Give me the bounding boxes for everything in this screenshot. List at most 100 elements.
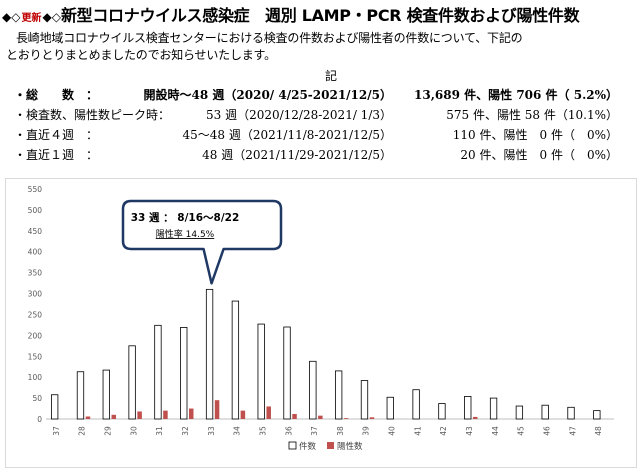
positive-bar bbox=[163, 410, 168, 419]
callout-bubble bbox=[121, 199, 283, 285]
summary-period: 53 週（2020/12/28-2021/ 1/3） bbox=[205, 108, 392, 122]
tests-bar bbox=[515, 405, 524, 420]
notice-mark: 記 bbox=[325, 69, 338, 83]
positive-bar bbox=[137, 411, 142, 419]
positive-bar bbox=[266, 406, 271, 419]
tests-bar bbox=[386, 396, 394, 420]
y-tick-label: 450 bbox=[28, 227, 43, 236]
legend-swatch-positive bbox=[327, 442, 334, 449]
x-tick-label: 47 bbox=[568, 426, 577, 436]
summary-label: ・総 数 ： bbox=[14, 88, 99, 102]
y-tick-label: 150 bbox=[28, 352, 43, 361]
tests-bar bbox=[128, 345, 136, 420]
x-tick-label: 32 bbox=[181, 426, 190, 436]
diamond-marker: ◆◇ bbox=[42, 10, 61, 24]
tests-bar bbox=[567, 406, 575, 420]
tests-bar bbox=[257, 323, 265, 420]
summary-counts: 110 件、陽性 0 件（ 0%） bbox=[452, 128, 618, 142]
summary-counts: 20 件、陽性 0 件（ 0%） bbox=[460, 148, 618, 162]
x-tick-label: 30 bbox=[129, 426, 138, 436]
callout-week-label: 33 週 ： 8/16～8/22 bbox=[131, 212, 240, 224]
summary-period: 48 週（2021/11/29-2021/12/5） bbox=[202, 148, 392, 162]
positive-bar bbox=[111, 414, 117, 419]
x-tick-label: 43 bbox=[465, 426, 474, 436]
y-tick-label: 100 bbox=[28, 373, 43, 382]
y-tick-label: 400 bbox=[28, 248, 43, 257]
tests-bar bbox=[309, 360, 317, 420]
summary-row-4weeks: ・直近４週 ： 45～48 週（2021/11/8-2021/12/5） 110… bbox=[0, 126, 644, 144]
intro-line: とおりとりまとめましたのでお知らせいたします。 bbox=[6, 48, 276, 62]
positive-bar bbox=[343, 418, 349, 419]
tests-bar bbox=[335, 370, 343, 420]
x-tick-label: 38 bbox=[336, 426, 345, 436]
summary-label: ・検査数、陽性数ピーク時： bbox=[14, 108, 171, 122]
summary-row-peak: ・検査数、陽性数ピーク時： 53 週（2020/12/28-2021/ 1/3）… bbox=[0, 106, 644, 124]
positive-bar bbox=[318, 415, 323, 419]
x-tick-label: 37 bbox=[52, 426, 61, 436]
intro-line: 長崎地域コロナウイルス検査センターにおける検査の件数および陽性者の件数について、… bbox=[16, 31, 523, 45]
y-tick-label: 200 bbox=[28, 331, 43, 340]
x-tick-label: 35 bbox=[258, 426, 267, 436]
chart-frame: 0 50 100 150 200 250 300 350 400 450 500 550 37 28 29 3… bbox=[5, 178, 637, 468]
positive-bar bbox=[214, 400, 220, 419]
x-tick-label: 40 bbox=[388, 426, 397, 436]
weekly-test-chart: 0 50 100 150 200 250 300 350 400 450 500 550 37 28 29 3… bbox=[28, 185, 614, 452]
callout-positive-rate: 陽性率 14.5% bbox=[156, 228, 215, 240]
x-tick-label: 42 bbox=[439, 426, 448, 436]
tests-bar bbox=[438, 403, 446, 420]
tests-bar bbox=[154, 324, 162, 420]
summary-counts: 575 件、陽性 58 件（10.1%） bbox=[446, 108, 618, 122]
tests-bar bbox=[231, 300, 240, 420]
x-tick-label: 29 bbox=[104, 426, 113, 436]
summary-row-1week: ・直近１週 ： 48 週（2021/11/29-2021/12/5） 20 件、… bbox=[0, 146, 644, 164]
tests-bar bbox=[102, 369, 110, 420]
diamond-marker: ◆◇ bbox=[2, 10, 21, 24]
y-tick-label: 0 bbox=[37, 415, 42, 424]
summary-period: 45～48 週（2021/11/8-2021/12/5） bbox=[182, 128, 392, 142]
summary-label: ・直近１週 ： bbox=[14, 148, 99, 162]
x-tick-label: 48 bbox=[594, 426, 603, 436]
tests-bar bbox=[283, 326, 291, 420]
y-tick-label: 550 bbox=[28, 185, 43, 194]
x-tick-label: 31 bbox=[155, 426, 164, 436]
tests-bar bbox=[360, 380, 369, 420]
summary-label: ・直近４週 ： bbox=[14, 128, 99, 142]
summary-counts: 13,689 件、陽性 706 件（ 5.2%） bbox=[414, 88, 618, 102]
x-tick-label: 41 bbox=[413, 426, 422, 436]
tests-bar bbox=[593, 410, 601, 420]
legend-label-positive: 陽性数 bbox=[337, 441, 363, 452]
tests-bar bbox=[76, 371, 85, 420]
y-tick-label: 50 bbox=[32, 394, 42, 403]
tests-bar bbox=[541, 404, 549, 420]
x-tick-label: 39 bbox=[362, 426, 371, 436]
y-tick-label: 350 bbox=[28, 269, 43, 278]
positive-bar bbox=[369, 417, 375, 419]
x-tick-label: 46 bbox=[542, 426, 551, 436]
summary-period: 開設時～48 週（2020/ 4/25-2021/12/5） bbox=[143, 88, 392, 102]
x-tick-label: 28 bbox=[78, 426, 87, 436]
tests-bar bbox=[412, 389, 420, 420]
legend-label-tests: 件数 bbox=[299, 441, 317, 452]
tests-bar bbox=[489, 397, 498, 420]
positive-bar bbox=[85, 416, 91, 419]
y-tick-label: 250 bbox=[28, 310, 43, 319]
x-tick-label: 34 bbox=[233, 426, 242, 436]
x-tick-label: 45 bbox=[517, 426, 526, 436]
positive-bar bbox=[292, 413, 297, 419]
summary-row-total: ・総 数 ： 開設時～48 週（2020/ 4/25-2021/12/5） 13… bbox=[0, 86, 644, 104]
y-tick-label: 300 bbox=[28, 290, 43, 299]
x-tick-label: 36 bbox=[284, 426, 293, 436]
tests-bar bbox=[205, 288, 214, 420]
page-title: 新型コロナウイルス感染症 週別 LAMP・PCR 検査件数および陽性件数 bbox=[60, 6, 580, 25]
page-header: ◆◇更新◆◇新型コロナウイルス感染症 週別 LAMP・PCR 検査件数および陽性… bbox=[2, 2, 580, 28]
legend-swatch-tests bbox=[288, 441, 297, 450]
positive-bar bbox=[240, 410, 246, 419]
positive-bar bbox=[473, 416, 478, 419]
x-tick-label: 33 bbox=[207, 426, 216, 436]
update-badge: 更新 bbox=[21, 13, 42, 24]
positive-bar bbox=[189, 408, 194, 419]
tests-bar bbox=[464, 396, 472, 420]
tests-bar bbox=[51, 394, 59, 420]
y-tick-label: 500 bbox=[28, 206, 43, 215]
x-tick-label: 44 bbox=[491, 426, 500, 436]
